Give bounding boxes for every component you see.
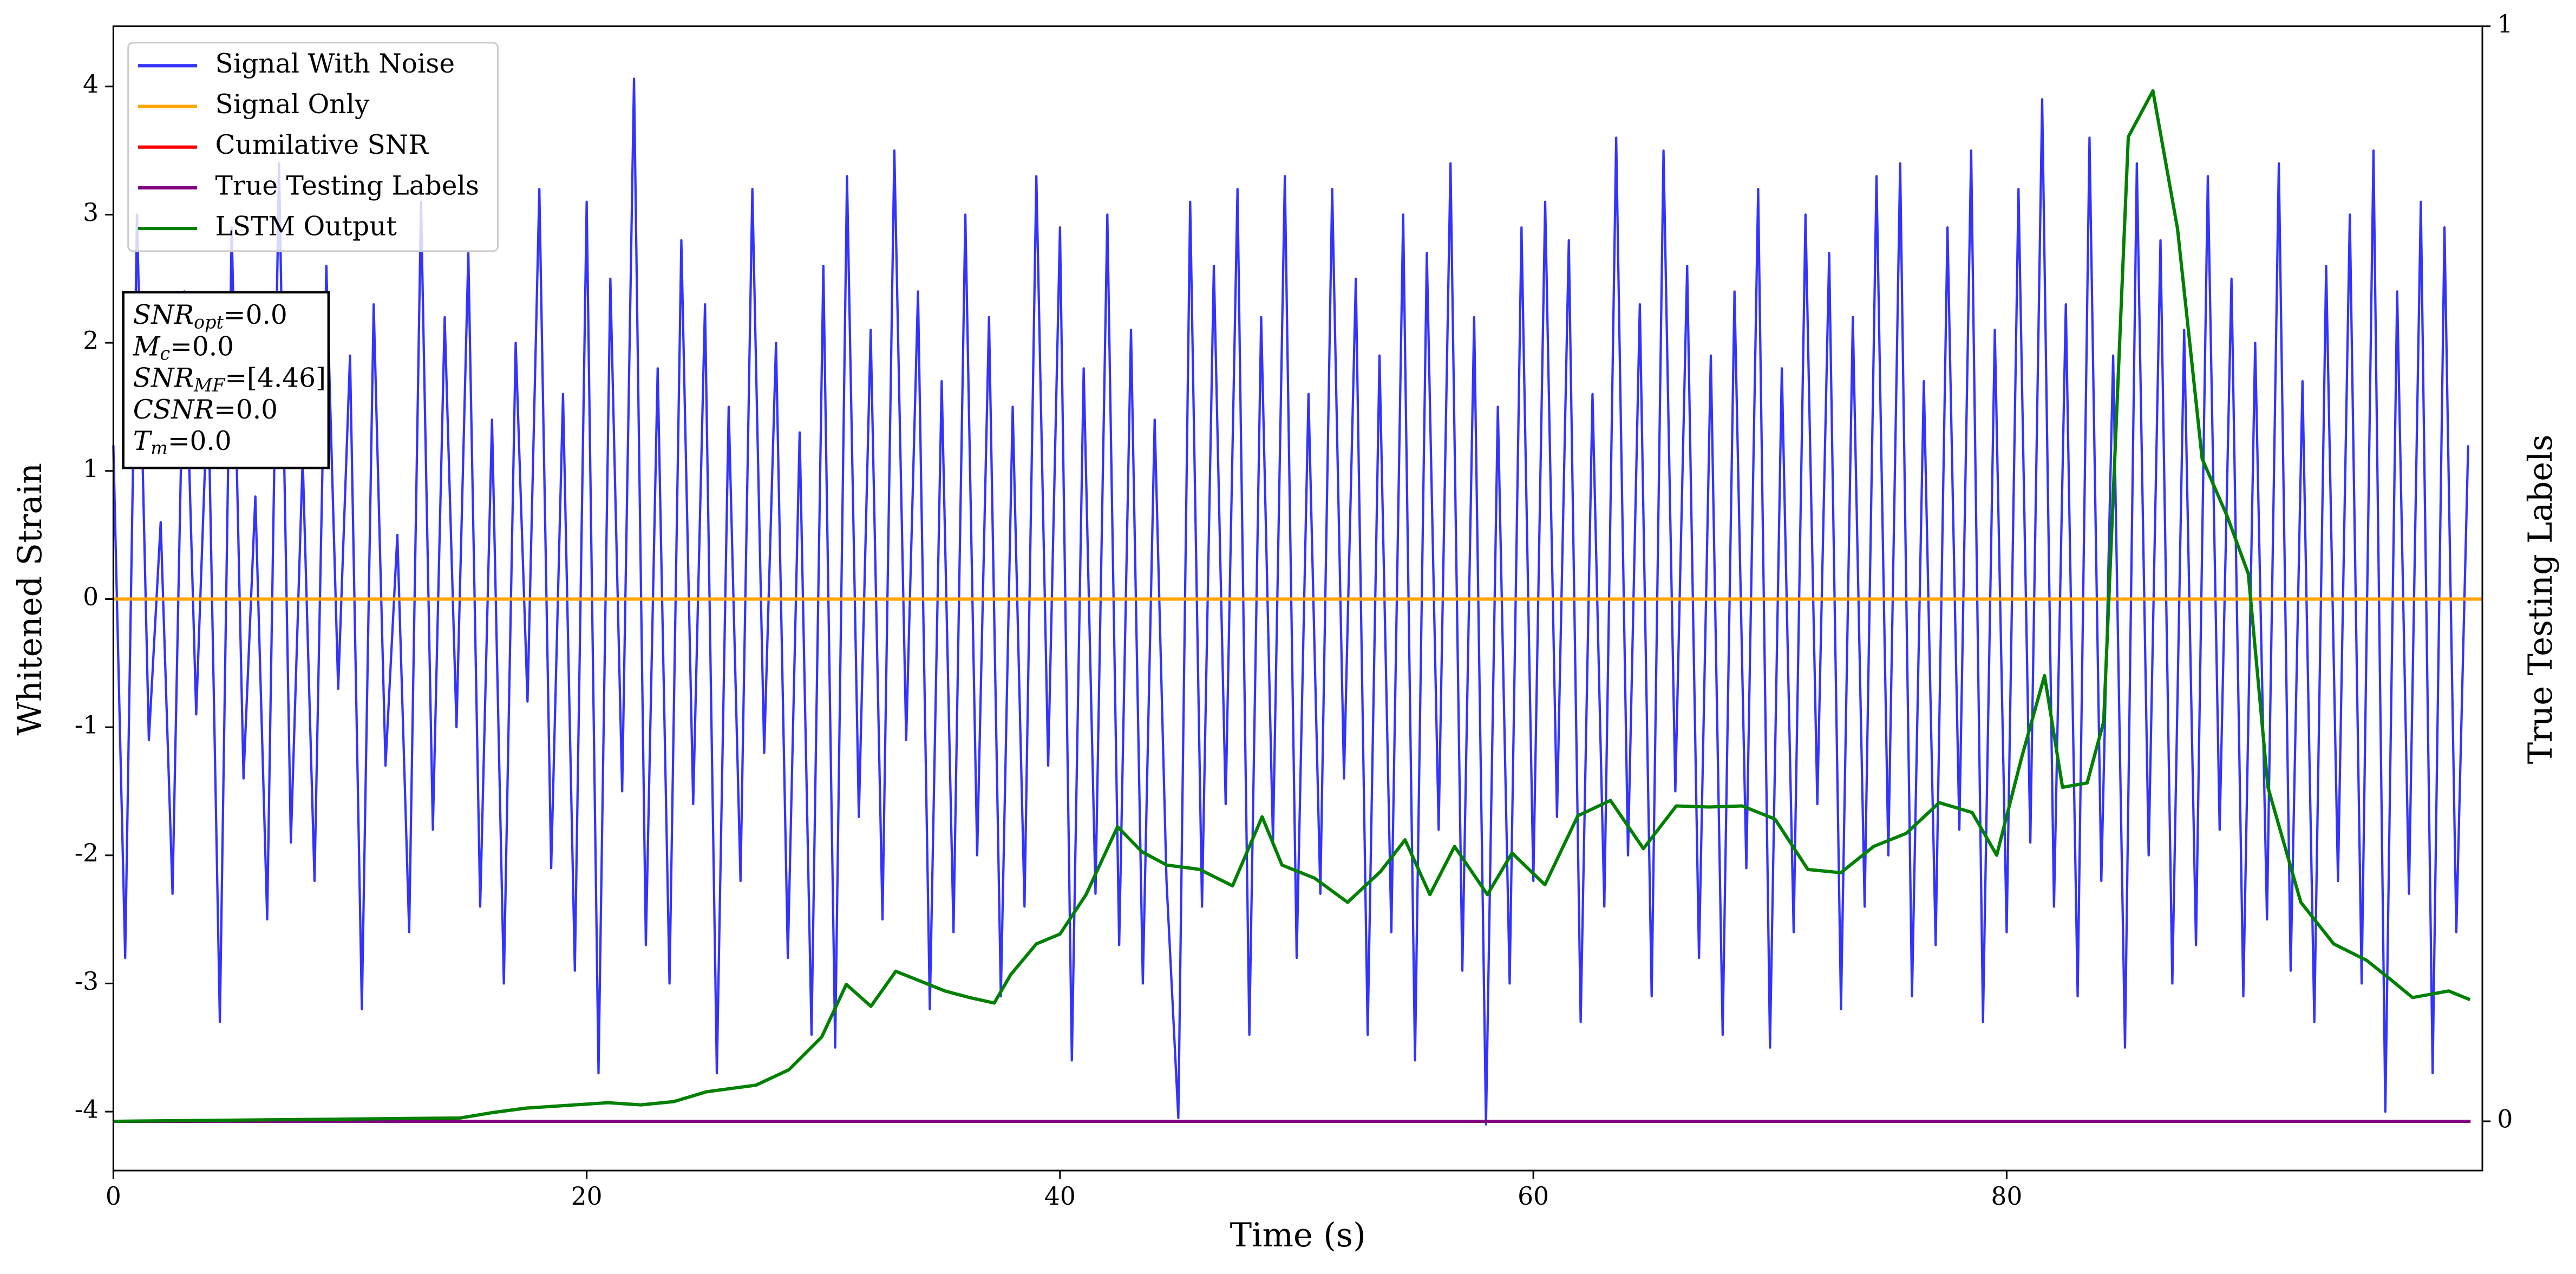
x-tick-label: 60 bbox=[1518, 1182, 1549, 1211]
y-tick-label: 4 bbox=[83, 70, 99, 99]
annotation-symbol: CSNR bbox=[133, 394, 214, 424]
legend-label: Signal With Noise bbox=[215, 49, 455, 79]
series-line bbox=[112, 77, 2469, 1126]
y-tick-label: -2 bbox=[75, 839, 99, 867]
annotation-box bbox=[122, 291, 330, 469]
annotation-value: =0.0 bbox=[224, 300, 287, 330]
x-tick-label: 40 bbox=[1044, 1182, 1076, 1211]
annotation-line: SNRMF=[4.46] bbox=[133, 363, 326, 396]
annotation: SNRopt=0.0Mc=0.0SNRMF=[4.46]CSNR=0.0Tm=0… bbox=[133, 300, 326, 459]
y2-axis-label: True Testing Labels bbox=[2522, 434, 2560, 764]
legend-label: Signal Only bbox=[215, 89, 370, 120]
series-line bbox=[113, 89, 2471, 1123]
annotation-value: =[4.46] bbox=[225, 363, 326, 393]
x-tick-label: 0 bbox=[106, 1182, 121, 1211]
x-axis-label: Time (s) bbox=[1230, 1217, 1366, 1255]
legend-box bbox=[127, 42, 499, 252]
annotation-subscript: c bbox=[160, 343, 170, 364]
annotation-value: =0.0 bbox=[214, 394, 278, 424]
legend-label: Cumilative SNR bbox=[215, 130, 429, 160]
y2-tick-label: 1 bbox=[2497, 10, 2513, 38]
x-tick-label: 80 bbox=[1991, 1182, 2022, 1211]
legend-label: True Testing Labels bbox=[215, 171, 479, 201]
y-tick-label: 2 bbox=[83, 326, 99, 355]
annotation-line: SNRopt=0.0 bbox=[133, 300, 287, 333]
y-tick-label: 3 bbox=[83, 198, 99, 227]
annotation-symbol: SNR bbox=[133, 363, 194, 393]
annotation-value: =0.0 bbox=[170, 331, 234, 362]
annotation-subscript: m bbox=[151, 437, 168, 459]
annotation-subscript: opt bbox=[194, 311, 224, 332]
annotation-symbol: T bbox=[133, 426, 153, 456]
plot-area bbox=[112, 77, 2483, 1126]
y-tick-label: -3 bbox=[75, 967, 99, 996]
y2-tick-label: 0 bbox=[2497, 1105, 2513, 1133]
y-tick-label: 0 bbox=[83, 583, 99, 611]
annotation-symbol: M bbox=[133, 331, 161, 362]
y-tick-label: -1 bbox=[75, 711, 99, 740]
y-tick-label: 1 bbox=[83, 454, 99, 483]
legend: Signal With Noise Signal Only Cumilative S… bbox=[138, 49, 479, 242]
annotation-line: Tm=0.0 bbox=[133, 426, 232, 459]
annotation-symbol: SNR bbox=[133, 300, 194, 330]
annotation-value: =0.0 bbox=[168, 426, 232, 456]
y-axis-label: Whitened Strain bbox=[11, 463, 49, 736]
legend-label: LSTM Output bbox=[215, 212, 397, 242]
annotation-line: CSNR=0.0 bbox=[133, 394, 278, 424]
y-tick-label: -4 bbox=[75, 1095, 99, 1124]
annotation-subscript: MF bbox=[193, 375, 226, 396]
annotation-line: Mc=0.0 bbox=[133, 331, 234, 364]
x-tick-label: 20 bbox=[571, 1182, 603, 1211]
